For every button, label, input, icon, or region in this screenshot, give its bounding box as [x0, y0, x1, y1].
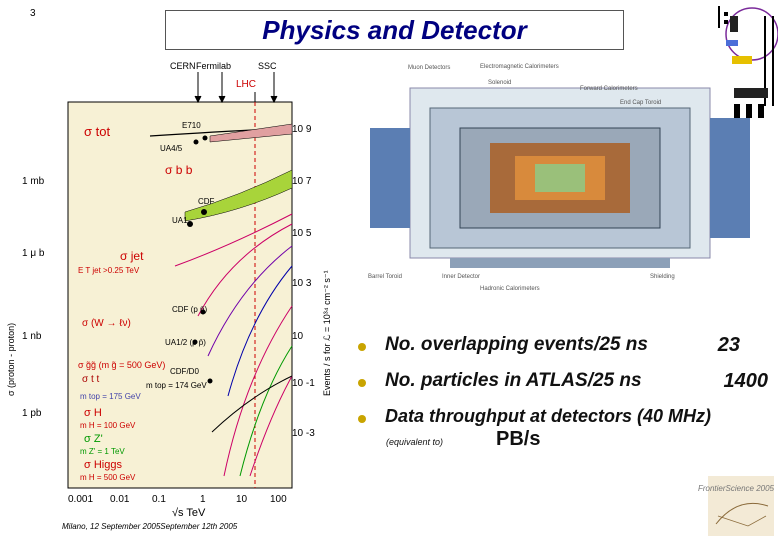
det-label-em: Electromagnetic Calorimeters	[480, 64, 559, 70]
label-sigma-tt: σ t t	[82, 374, 100, 385]
label-mtop-a: m top = 174 GeV	[146, 381, 207, 390]
label-cdf: CDF	[198, 197, 215, 206]
slide-title: Physics and Detector	[262, 14, 527, 45]
label-sigma-h: σ H	[84, 407, 102, 419]
det-label-muon: Muon Detectors	[408, 65, 450, 71]
label-sigma-w: σ (W → ℓν)	[82, 318, 131, 329]
bullet-dot	[358, 415, 366, 423]
label-sigma-z: σ Z'	[84, 433, 103, 445]
label-e710: E710	[182, 121, 201, 130]
bullet-text: No. particles in ATLAS/25 ns	[385, 370, 642, 391]
det-label-endcap: End Cap Toroid	[620, 100, 661, 106]
right-tick-1e9: 10 9	[292, 124, 312, 135]
label-sigma-higgs: σ Higgs	[84, 459, 122, 471]
bullet-list: No. overlapping events/25 ns 23 No. part…	[358, 334, 768, 442]
label-sigma-jet: σ jet	[120, 249, 144, 263]
det-label-shielding: Shielding	[650, 274, 675, 280]
bullet-text: Data throughput at detectors (40 MHz)	[385, 406, 712, 426]
top-label-fermilab: Fermilab	[196, 61, 231, 71]
experiment-logo	[718, 6, 778, 118]
left-tick-1nb: 1 nb	[22, 331, 42, 342]
top-label-ssc: SSC	[258, 61, 277, 71]
left-tick-1pb: 1 pb	[22, 408, 42, 419]
label-jet-cut: E T jet >0.25 TeV	[78, 266, 140, 275]
label-cdf-ppbar: CDF (p p̄)	[172, 305, 207, 314]
frontier-science-text: FrontierScience 2005	[697, 484, 774, 493]
det-label-forward: Forward Calorimeters	[580, 86, 638, 92]
right-tick-1e3: 10 3	[292, 278, 312, 289]
y-label-left: σ (proton - proton)	[6, 323, 16, 396]
x-tick-5: 100	[270, 494, 287, 505]
pb-per-second: PB/s	[496, 428, 541, 450]
x-tick-3: 1	[200, 494, 206, 505]
right-tick-1e5: 10 5	[292, 228, 312, 239]
left-tick-1mb: 1 mb	[22, 176, 45, 187]
bullet-item: No. particles in ATLAS/25 ns 1400	[358, 370, 768, 406]
bullet-value: 23	[717, 334, 740, 356]
left-tick-1ub: 1 μ b	[22, 248, 45, 259]
x-tick-2: 0.1	[152, 494, 166, 505]
x-tick-1: 0.01	[110, 494, 130, 505]
label-mtop-b: m top = 175 GeV	[80, 392, 141, 401]
cross-section-plot: CERN Fermilab SSC LHC 1 mb 1 μ b 1 nb 1 …	[6, 61, 332, 519]
top-label-cern: CERN	[170, 61, 196, 71]
det-label-inner: Inner Detector	[442, 274, 480, 280]
det-label-hadronic: Hadronic Calorimeters	[480, 286, 540, 292]
bullet-item: Data throughput at detectors (40 MHz)	[358, 406, 768, 442]
x-label: √s TeV	[172, 507, 206, 519]
label-mh-100: m H = 100 GeV	[80, 421, 136, 430]
right-tick-10: 10	[292, 331, 304, 342]
bullet-value: 1400	[723, 370, 769, 392]
det-label-barrel: Barrel Toroid	[368, 274, 402, 280]
bullet-text: No. overlapping events/25 ns	[385, 334, 648, 355]
label-ua12: UA1/2 (p p̄)	[165, 338, 206, 347]
y-label-right: Events / s for ℒ = 10³⁴ cm⁻² s⁻¹	[322, 270, 332, 396]
frontier-science-logo	[708, 476, 774, 536]
bullet-item: No. overlapping events/25 ns 23	[358, 334, 768, 370]
right-tick-1e-1: 10 -1	[292, 378, 315, 389]
equivalent-note: (equivalent to)	[386, 437, 444, 447]
footer-text: Milano, 12 September 2005September 12th …	[62, 522, 238, 531]
lhc-label: LHC	[236, 79, 256, 90]
x-tick-0: 0.001	[68, 494, 93, 505]
title-box: Physics and Detector	[165, 10, 624, 50]
x-tick-4: 10	[236, 494, 248, 505]
bullet-dot	[358, 343, 366, 351]
atlas-detector-illustration: Muon Detectors Electromagnetic Calorimet…	[368, 64, 750, 292]
label-sigma-gg: σ g̃g̃ (m g̃ = 500 GeV)	[78, 360, 165, 370]
slide-number: 3	[30, 8, 36, 19]
right-tick-1e-3: 10 -3	[292, 428, 315, 439]
label-ua1: UA1	[172, 216, 188, 225]
bullet-dot	[358, 379, 366, 387]
det-label-solenoid: Solenoid	[488, 80, 511, 86]
label-mh-500: m H = 500 GeV	[80, 473, 136, 482]
label-sigma-bb: σ b b	[165, 163, 193, 177]
label-mz: m Z' = 1 TeV	[80, 447, 125, 456]
right-tick-1e7: 10 7	[292, 176, 312, 187]
label-sigma-tot: σ tot	[84, 124, 110, 139]
label-cdf-d0: CDF/D0	[170, 367, 199, 376]
label-ua45: UA4/5	[160, 144, 183, 153]
